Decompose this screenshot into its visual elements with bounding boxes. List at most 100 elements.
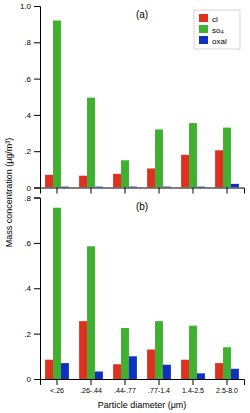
bar xyxy=(147,350,155,379)
x-tick xyxy=(91,188,92,194)
y-axis-title: Mass concentration (μg/m³) xyxy=(4,138,14,248)
y-tick: 1.0 xyxy=(20,2,40,11)
y-tick-mark xyxy=(34,79,40,80)
bar xyxy=(95,372,103,379)
y-tick-label: 0 xyxy=(27,184,32,193)
x-tick-mark xyxy=(193,379,194,385)
bar xyxy=(197,186,205,187)
x-tick-mark xyxy=(57,379,58,385)
bar xyxy=(223,347,231,379)
x-tick-mark xyxy=(125,188,126,194)
bar xyxy=(215,150,223,187)
y-tick-mark xyxy=(34,334,40,335)
bar xyxy=(61,363,69,379)
bar xyxy=(61,186,69,187)
bar xyxy=(113,364,121,379)
legend-item: cl xyxy=(199,14,218,24)
panel-label: (a) xyxy=(136,9,148,20)
y-axis: 0.2.4.6.8 xyxy=(24,194,40,385)
panel: 0 .2 .4 .6 .8 1.0 (a) clso₄ oxal xyxy=(20,2,245,193)
x-tick: <.26 xyxy=(50,379,64,394)
y-tick-label: .8 xyxy=(24,194,31,203)
x-tick-label: <.26 xyxy=(50,387,64,394)
bar xyxy=(155,321,163,379)
bar xyxy=(223,128,231,188)
bars xyxy=(45,208,239,379)
x-tick: .44-.77 xyxy=(114,379,136,394)
y-tick-mark xyxy=(34,151,40,152)
y-tick: .8 xyxy=(24,194,40,203)
y-tick-label: .6 xyxy=(24,239,31,248)
bar xyxy=(45,360,53,379)
legend-item: so₄ xyxy=(199,25,224,35)
bar xyxy=(155,129,163,187)
legend-item: oxal xyxy=(199,36,227,46)
y-tick-label: .2 xyxy=(24,330,31,339)
x-axis: <.26 .26-.44 .44-.77 .77-1.4 1.4-2.5 2.5-8.0 xyxy=(41,379,245,394)
panel-label: (b) xyxy=(136,201,148,212)
bar xyxy=(181,360,189,379)
x-tick-mark xyxy=(91,379,92,385)
bar xyxy=(53,21,61,188)
x-axis-title: Particle diameter (μm) xyxy=(98,400,187,410)
y-tick-mark xyxy=(34,288,40,289)
chart: 0 .2 .4 .6 .8 1.0 (a) clso₄ oxal Mass concentrati… xyxy=(0,0,250,413)
x-tick-mark xyxy=(193,188,194,194)
legend-swatch xyxy=(199,25,208,33)
x-tick-mark xyxy=(91,188,92,194)
y-tick-label: .4 xyxy=(24,284,31,293)
bar xyxy=(113,174,121,188)
x-axis-line xyxy=(41,380,245,386)
x-tick-mark xyxy=(227,188,228,194)
y-tick: .2 xyxy=(24,147,40,156)
bar xyxy=(181,155,189,188)
y-axis-line xyxy=(34,7,41,189)
x-tick-label: .77-1.4 xyxy=(148,387,170,394)
x-tick xyxy=(159,188,160,194)
bar xyxy=(121,160,129,187)
x-tick-mark xyxy=(227,379,228,385)
x-tick xyxy=(193,188,194,194)
bar xyxy=(163,186,171,187)
y-tick-mark xyxy=(34,243,40,244)
bar xyxy=(197,373,205,379)
y-tick-label: .8 xyxy=(24,38,31,47)
y-tick: .2 xyxy=(24,330,40,339)
panel: 0.2.4.6.8<.26.26-.44.44-.77.77-1.41.4-2.… xyxy=(24,194,244,410)
y-tick-mark xyxy=(34,42,40,43)
legend: clso₄ oxal xyxy=(194,10,240,49)
x-axis xyxy=(41,188,245,194)
bar xyxy=(147,168,155,187)
x-tick-label: .26-.44 xyxy=(80,387,102,394)
y-tick: .4 xyxy=(24,111,40,120)
y-tick: .6 xyxy=(24,75,40,84)
y-tick: .8 xyxy=(24,38,40,47)
bar xyxy=(215,363,223,379)
legend-label: cl xyxy=(212,15,218,24)
y-axis: 0 .2 .4 .6 .8 1.0 xyxy=(20,2,41,193)
x-tick: .26-.44 xyxy=(80,379,102,394)
x-tick: .77-1.4 xyxy=(148,379,170,394)
x-tick-mark xyxy=(125,379,126,385)
x-tick-label: 1.4-2.5 xyxy=(182,387,204,394)
x-tick xyxy=(125,188,126,194)
x-tick-label: .44-.77 xyxy=(114,387,136,394)
y-tick-mark xyxy=(34,379,40,380)
legend-label: oxal xyxy=(212,37,227,46)
y-tick-mark xyxy=(34,115,40,116)
bar xyxy=(231,184,239,188)
bar xyxy=(87,246,95,379)
y-tick-mark xyxy=(34,6,40,7)
bar xyxy=(87,98,95,188)
y-tick-label: 1.0 xyxy=(20,2,32,11)
x-axis-line xyxy=(41,188,245,194)
x-tick-mark xyxy=(159,379,160,385)
bar xyxy=(129,356,137,379)
y-tick-label: .4 xyxy=(24,111,31,120)
x-tick-mark xyxy=(159,188,160,194)
x-tick-mark xyxy=(57,188,58,194)
x-tick: 2.5-8.0 xyxy=(216,379,238,394)
y-tick-label: .6 xyxy=(24,75,31,84)
bar xyxy=(53,208,61,379)
bar xyxy=(189,326,197,379)
